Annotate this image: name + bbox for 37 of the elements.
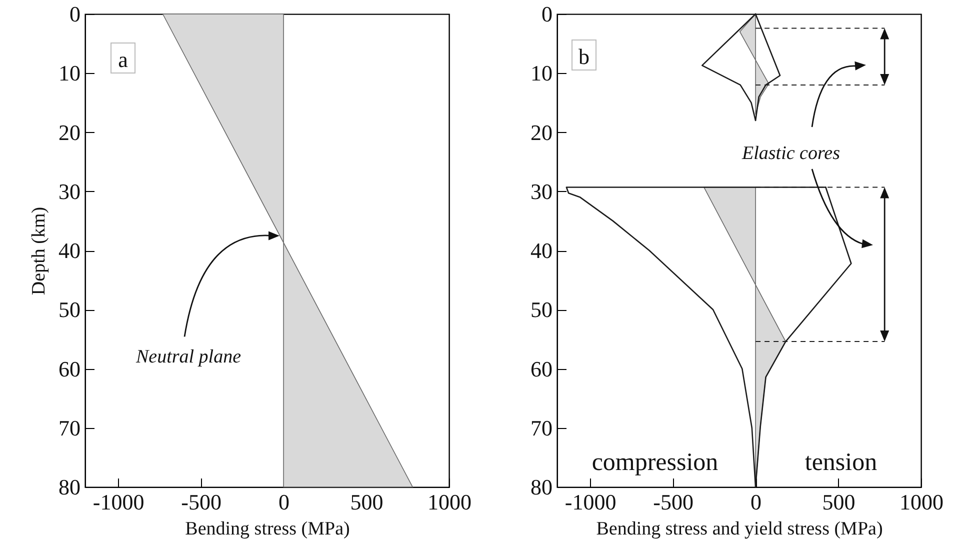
y-tick-label: 30 xyxy=(58,178,80,204)
y-tick-label: 20 xyxy=(58,120,80,145)
y-tick-label: 10 xyxy=(58,60,80,86)
x-tick-label: 0 xyxy=(750,490,762,514)
y-tick-label: 10 xyxy=(530,60,552,86)
y-tick-label: 70 xyxy=(58,415,80,440)
y-axis-title: Depth (km) xyxy=(28,206,50,296)
x-tick-label: 1000 xyxy=(900,490,944,514)
y-tick-label: 20 xyxy=(530,120,552,145)
x-tick-label: 0 xyxy=(278,490,290,514)
x-tick-label: 500 xyxy=(822,490,856,514)
x-tick-label: 1000 xyxy=(428,490,472,514)
y-tick-label: 40 xyxy=(58,238,80,263)
annotation: b xyxy=(578,44,590,69)
y-tick-label: 0 xyxy=(70,2,80,26)
x-tick-label: -500 xyxy=(181,490,222,514)
annotation: compression xyxy=(592,449,719,476)
y-tick-label: 0 xyxy=(542,2,552,26)
annotation: Neutral plane xyxy=(134,346,242,368)
x-tick-label: -1000 xyxy=(92,490,144,514)
x-tick-label: -1000 xyxy=(564,490,616,514)
annotation: Elastic cores xyxy=(741,143,840,164)
y-tick-label: 60 xyxy=(530,356,552,382)
x-tick-label: 500 xyxy=(350,490,384,514)
x-axis-title: Bending stress (MPa) xyxy=(185,518,350,540)
y-tick-label: 30 xyxy=(530,178,552,204)
y-tick-label: 70 xyxy=(530,415,552,440)
y-tick-label: 50 xyxy=(58,297,80,322)
y-tick-label: 50 xyxy=(530,297,552,322)
x-tick-label: -500 xyxy=(653,490,694,514)
y-tick-label: 80 xyxy=(530,474,552,500)
y-tick-label: 40 xyxy=(530,238,552,263)
y-tick-label: 60 xyxy=(58,356,80,382)
y-tick-label: 80 xyxy=(58,474,80,500)
x-axis-title: Bending stress and yield stress (MPa) xyxy=(596,518,883,540)
annotation: tension xyxy=(804,449,878,476)
annotation: a xyxy=(118,47,128,72)
